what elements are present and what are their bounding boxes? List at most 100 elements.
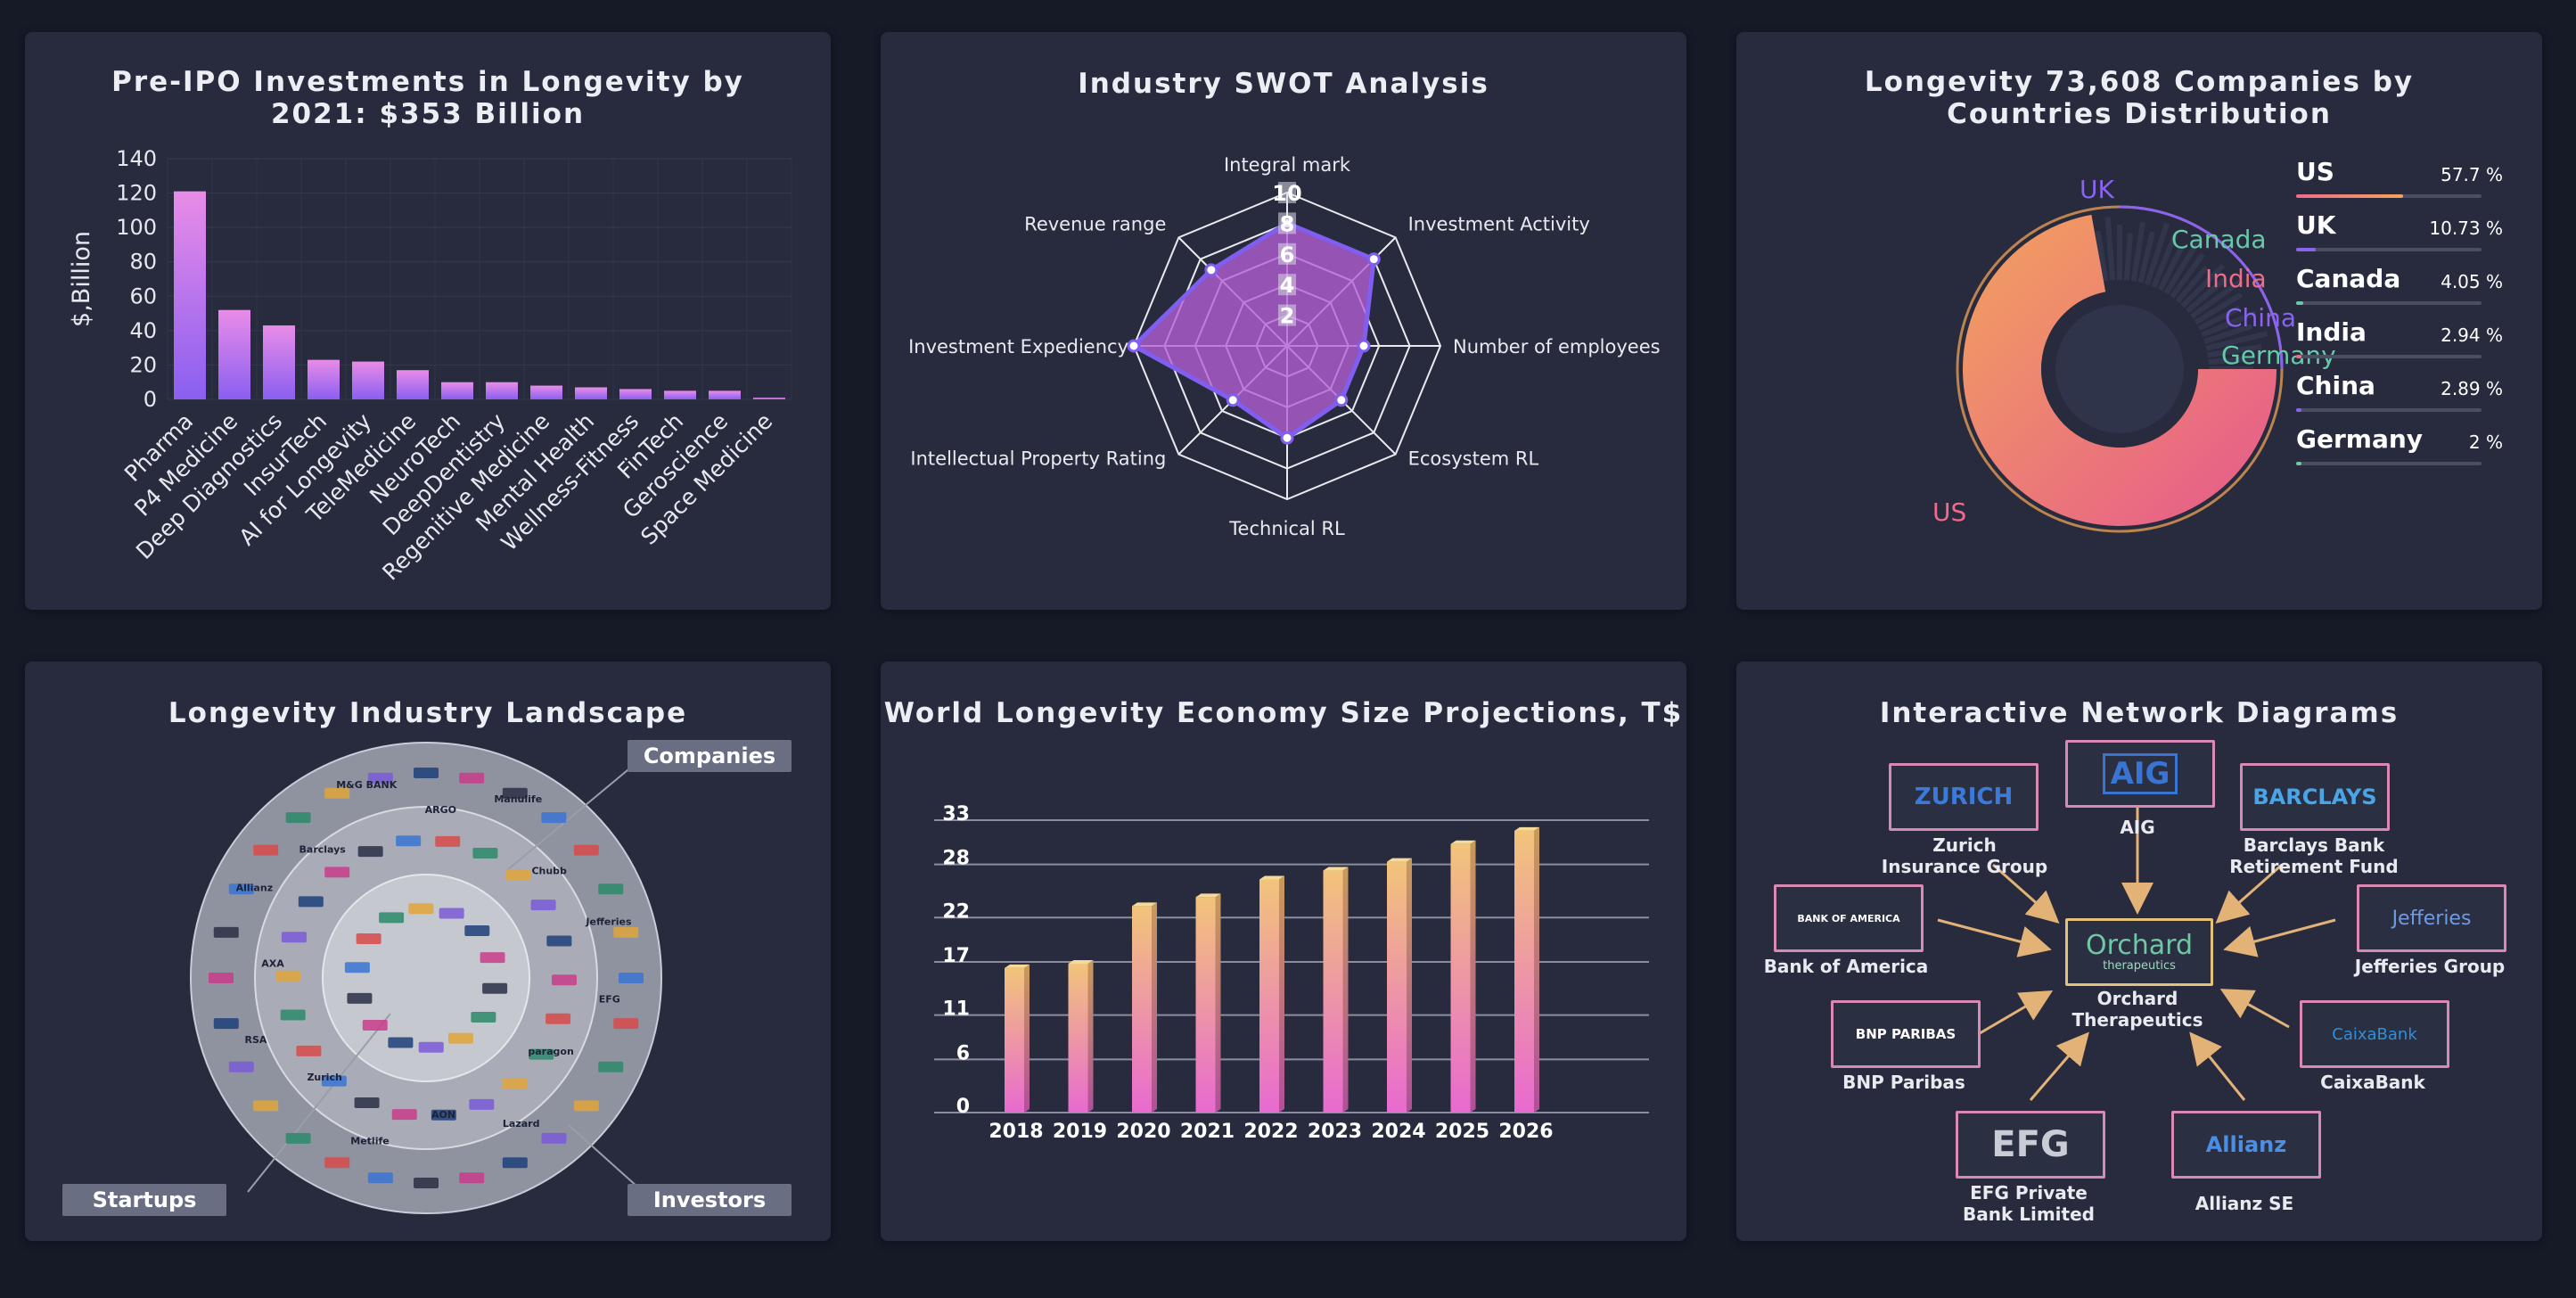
radar-tick-label: 10 xyxy=(1272,181,1301,206)
landscape-logo xyxy=(530,900,556,911)
y-tick-label: 100 xyxy=(116,215,157,240)
country-bar-fill-china xyxy=(2296,408,2301,412)
radar-point-number-of-employees xyxy=(1357,339,1371,353)
proj-bar-2026 xyxy=(1514,830,1534,1113)
landscape-logo xyxy=(502,1157,528,1169)
radial-spike xyxy=(2180,263,2226,308)
landscape-logo xyxy=(324,867,350,878)
aig-node[interactable]: AIG xyxy=(2065,740,2215,808)
y-axis-label: $,Billion xyxy=(68,231,95,327)
landscape-logo xyxy=(613,1018,639,1030)
proj-y-tick-label: 17 xyxy=(942,945,970,967)
proj-x-tick-label: 2020 xyxy=(1116,1121,1170,1143)
landscape-logo xyxy=(414,1178,439,1188)
landscape-logo xyxy=(362,1019,388,1031)
proj-bar-2020 xyxy=(1132,906,1152,1113)
radial-spike xyxy=(2145,222,2170,285)
panel-swot-analysis: Industry SWOT Analysis 2 4 6 8 10 Integral ma… xyxy=(881,32,1686,610)
radar-tick-box xyxy=(1278,242,1296,265)
landscape-logo xyxy=(285,812,311,824)
donut-label-canada: Canada xyxy=(2171,225,2267,254)
bank-of-america-node[interactable]: BANK OF AMERICA xyxy=(1774,884,1924,952)
country-bar-fill-us xyxy=(2296,194,2404,198)
proj-y-tick-label: 22 xyxy=(942,900,970,923)
proj-y-tick-label: 0 xyxy=(956,1096,970,1118)
landscape-logo xyxy=(408,903,434,915)
radial-spike xyxy=(2208,356,2255,366)
landscape-logo-text: ARGO xyxy=(425,804,456,816)
proj-bar-top xyxy=(1132,902,1157,907)
allianz-node[interactable]: Allianz xyxy=(2171,1111,2321,1179)
radar-point-ecosystem-rl xyxy=(1334,393,1349,407)
radar-axis-label: Investment Expediency xyxy=(908,336,1128,357)
landscape-logo xyxy=(296,1045,322,1056)
bar-pharma xyxy=(174,191,206,399)
radar-tick-box xyxy=(1278,212,1296,234)
country-bar-track xyxy=(2296,462,2482,465)
landscape-logo-text: Allianz xyxy=(236,882,273,893)
landscape-logo xyxy=(321,1075,347,1087)
y-tick-label: 120 xyxy=(116,181,157,206)
zurich-label: Zurich Insurance Group xyxy=(1881,834,2048,877)
barclays-node[interactable]: BARCLAYS xyxy=(2240,763,2390,831)
landscape-logo xyxy=(529,1048,554,1060)
donut-label-uk: UK xyxy=(2080,175,2114,204)
bar-telemedicine xyxy=(397,370,429,399)
proj-x-tick-label: 2022 xyxy=(1243,1121,1298,1143)
landscape-logo xyxy=(619,973,644,983)
landscape-logo xyxy=(275,970,301,982)
bar-deepdentistry xyxy=(486,382,518,399)
bank-of-america-logo: BANK OF AMERICA xyxy=(1797,912,1900,924)
radar-axis-label: Ecosystem RL xyxy=(1408,448,1539,470)
y-tick-label: 20 xyxy=(129,352,157,377)
radial-spike xyxy=(2190,278,2244,319)
proj-y-tick-label: 33 xyxy=(942,803,970,826)
radial-spike xyxy=(2163,240,2201,295)
bar-p4-medicine xyxy=(218,309,250,399)
landscape-logo xyxy=(396,835,422,847)
radar-axis-label: Technical RL xyxy=(1228,518,1345,539)
proj-bar-side xyxy=(1215,893,1221,1113)
radial-spike xyxy=(2201,310,2257,338)
country-pct-uk: 10.73 % xyxy=(2429,218,2503,239)
landscape-logo-text: Manulife xyxy=(494,793,542,805)
orchard-node[interactable]: Orchard therapeutics xyxy=(2065,918,2213,986)
radial-spike xyxy=(2197,305,2241,332)
proj-bar-top xyxy=(1195,893,1221,898)
bnp-paribas-node[interactable]: BNP PARIBAS xyxy=(1831,1000,1981,1068)
landscape-logo xyxy=(439,908,464,919)
country-bar-fill-canada xyxy=(2296,301,2304,305)
bar-geroscience xyxy=(709,390,741,399)
caixabank-node[interactable]: CaixaBank xyxy=(2300,1000,2449,1068)
radar-tick-box xyxy=(1278,274,1296,296)
landscape-logo-text: AON xyxy=(431,1109,455,1121)
jefferies-node[interactable]: Jefferies xyxy=(2357,884,2506,952)
landscape-logo xyxy=(285,1132,311,1144)
country-pct-china: 2.89 % xyxy=(2441,378,2503,399)
y-tick-label: 60 xyxy=(129,283,157,308)
proj-bar-side xyxy=(1024,964,1030,1113)
country-pct-germany: 2 % xyxy=(2468,431,2503,453)
landscape-logo xyxy=(502,1078,528,1089)
radial-spike xyxy=(2207,343,2262,358)
panel-title: Pre-IPO Investments in Longevity by 2021… xyxy=(111,66,744,130)
landscape-logo xyxy=(431,1109,456,1121)
country-name-germany: Germany xyxy=(2296,424,2424,454)
radial-spike xyxy=(2205,331,2268,351)
radar-point-investment-activity xyxy=(1366,252,1381,267)
efg-node[interactable]: EFG xyxy=(1956,1111,2105,1179)
investors-connector xyxy=(568,1124,639,1188)
proj-x-tick-label: 2024 xyxy=(1371,1121,1425,1143)
zurich-node[interactable]: ZURICH xyxy=(1889,763,2039,831)
proj-y-tick-label: 6 xyxy=(956,1042,970,1064)
bar-regenitive-medicine xyxy=(530,385,562,399)
y-tick-label: 0 xyxy=(144,387,157,412)
landscape-logo xyxy=(324,787,350,799)
proj-bar-top xyxy=(1323,867,1349,871)
donut-label-china: China xyxy=(2225,303,2296,333)
panel-title: Interactive Network Diagrams xyxy=(1879,697,2400,729)
radar-tick-box xyxy=(1278,304,1296,326)
country-bar-fill-germany xyxy=(2296,462,2301,465)
country-name-canada: Canada xyxy=(2296,264,2401,293)
landscape-logo xyxy=(502,787,528,799)
